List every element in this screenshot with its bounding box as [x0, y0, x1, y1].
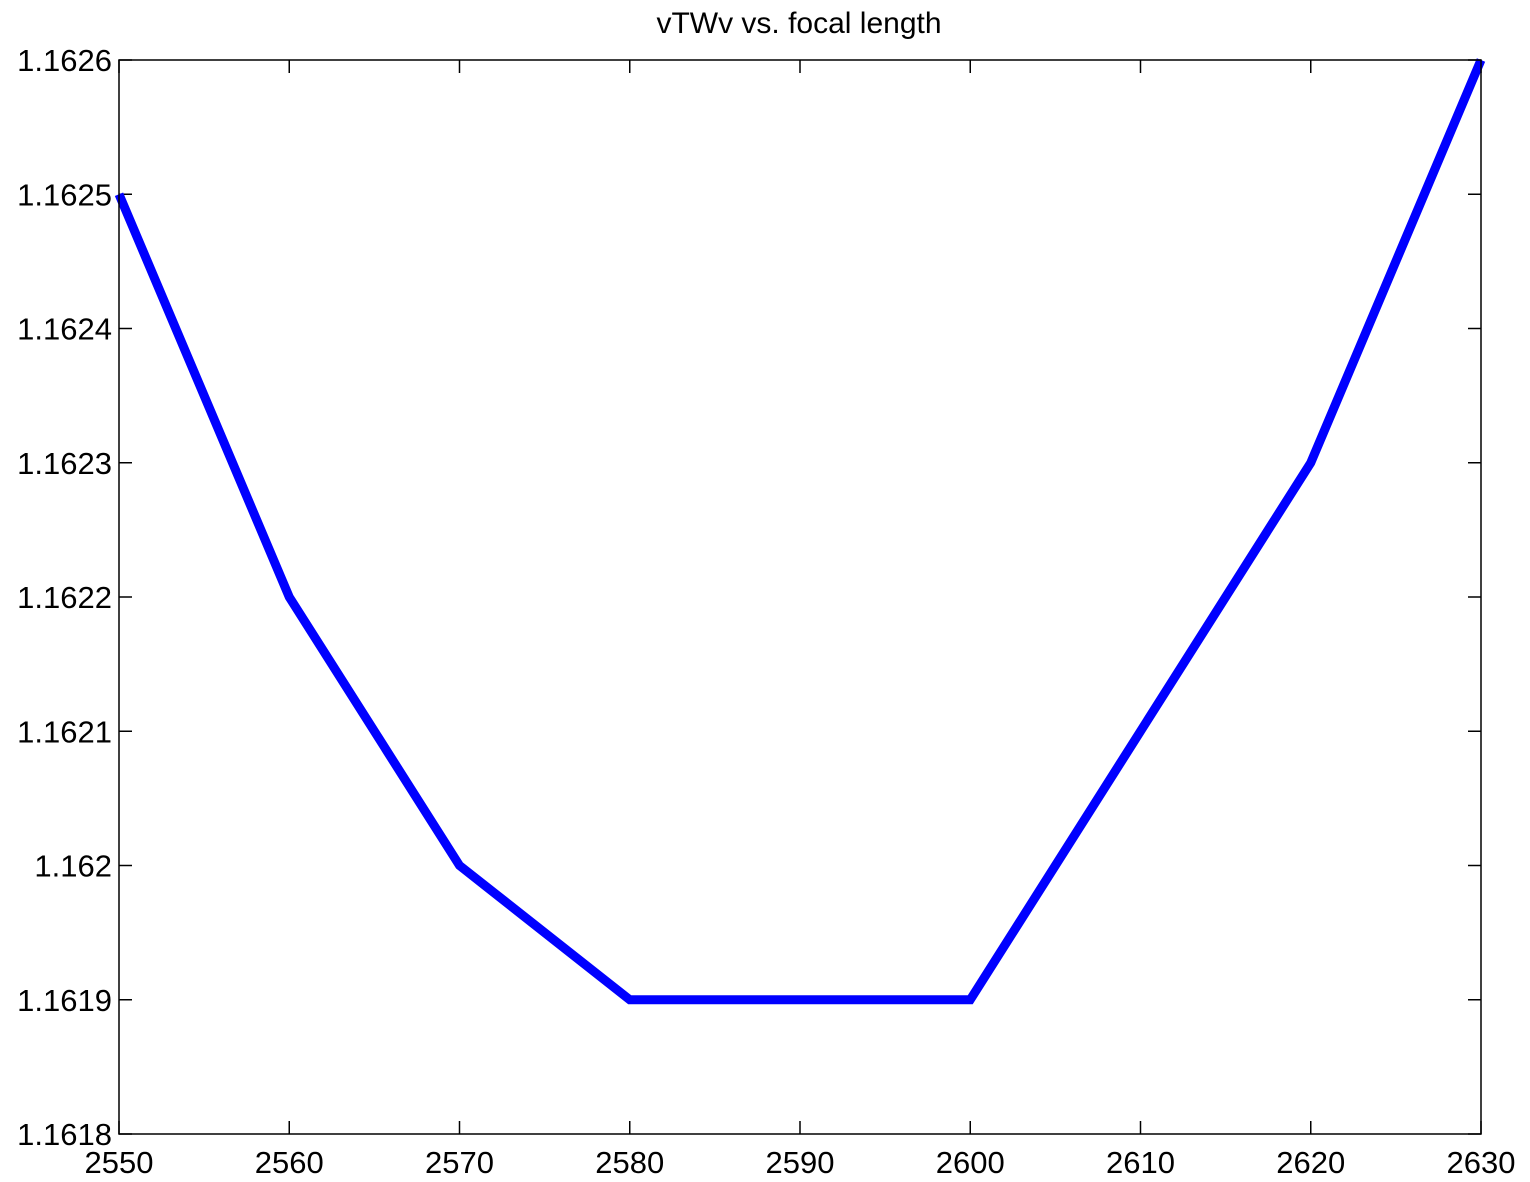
y-tick-label: 1.1619	[17, 983, 112, 1018]
y-tick-label: 1.1623	[17, 446, 112, 481]
x-tick-label: 2630	[1447, 1145, 1516, 1180]
labels-layer: 2550 2560 2570 2580 2590 2600 2610 2620 2630 1.16…	[17, 43, 1515, 1180]
y-tick-label: 1.1625	[17, 177, 112, 212]
chart-title: vTWv vs. focal length	[656, 7, 941, 40]
y-tick-label: 1.1621	[17, 714, 112, 749]
x-tick-label: 2600	[936, 1145, 1005, 1180]
x-tick-label: 2570	[425, 1145, 494, 1180]
axes-box	[118, 59, 1482, 1135]
y-tick-label: 1.162	[34, 849, 112, 884]
y-tick-label: 1.1626	[17, 43, 112, 78]
x-tick-label: 2580	[595, 1145, 664, 1180]
x-tick-label: 2610	[1106, 1145, 1175, 1180]
y-tick-label: 1.1618	[17, 1117, 112, 1152]
x-tick-label: 2560	[255, 1145, 324, 1180]
x-tick-label: 2590	[766, 1145, 835, 1180]
plot-area	[119, 60, 1481, 1134]
x-tick-label: 2550	[85, 1145, 154, 1180]
y-tick-label: 1.1624	[17, 312, 112, 347]
x-tick-label: 2620	[1276, 1145, 1345, 1180]
y-tick-label: 1.1622	[17, 580, 112, 615]
